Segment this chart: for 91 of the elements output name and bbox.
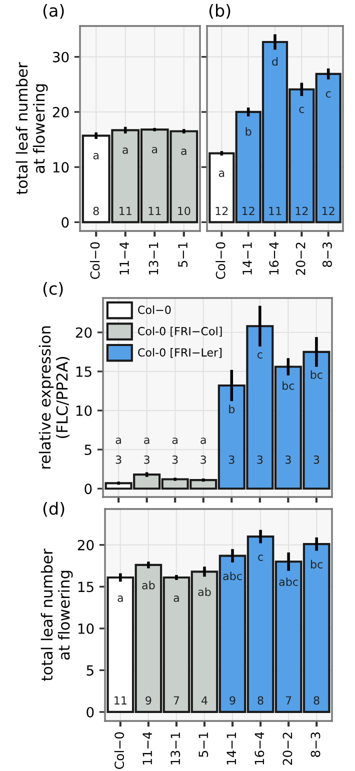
y-tick-label: 0 (84, 484, 92, 494)
annotation: 12 (216, 206, 228, 215)
x-tick-label: 11−4 (142, 732, 152, 764)
x-tick-label: Col−0 (216, 242, 226, 279)
annotation: 8 (93, 206, 99, 216)
x-tick-label: 8−3 (322, 242, 332, 267)
y-tick-label: 30 (52, 52, 69, 62)
legend-label: Col-0 [FRI−Col] (138, 326, 222, 337)
y-tick-label: 5 (84, 444, 92, 456)
annotation: a (144, 438, 150, 444)
annotation: 3 (144, 455, 150, 464)
annotation: ab (198, 587, 211, 596)
x-tick-label: 13−1 (148, 242, 158, 274)
y-tick-label: 20 (76, 327, 92, 338)
y-axis-title: total leaf number at flowering (16, 62, 48, 194)
x-tick-label: Col−0 (114, 732, 124, 769)
y-tick-label: 10 (53, 162, 69, 173)
annotation: a (172, 438, 178, 444)
annotation: 8 (258, 696, 264, 705)
x-tick-label: 14−1 (242, 242, 252, 274)
annotation: 11 (114, 696, 126, 704)
annotation: c (258, 554, 263, 561)
annotation: ab (142, 580, 155, 590)
y-tick-label: 20 (78, 540, 94, 550)
y-tick-label: 5 (86, 665, 94, 676)
x-tick-label: 20−2 (296, 242, 306, 275)
annotation: abc (223, 572, 242, 580)
annotation: 4 (201, 696, 208, 704)
annotation: 12 (242, 206, 254, 215)
annotation: 3 (172, 455, 178, 464)
annotation: c (299, 106, 304, 114)
y-tick-label: 20 (52, 106, 69, 118)
legend-label: Col−0 (138, 305, 171, 314)
annotation: 11 (120, 206, 132, 215)
annotation: a (200, 438, 206, 444)
annotation: c (326, 91, 331, 98)
annotation: 11 (269, 206, 282, 215)
annotation: a (218, 170, 224, 178)
annotation: abc (279, 577, 298, 586)
annotation: b (246, 127, 252, 136)
x-tick-label: 16−4 (269, 242, 279, 274)
x-tick-label: 8−3 (310, 732, 320, 757)
annotation: 10 (178, 206, 190, 216)
annotation: a (122, 147, 128, 154)
x-tick-label: 14−1 (226, 732, 236, 764)
annotation: bc (311, 560, 322, 569)
annotation: 7 (286, 696, 292, 704)
annotation: 3 (200, 455, 206, 464)
x-tick-label: 11−4 (120, 242, 129, 274)
x-tick-label: 5−1 (178, 242, 188, 267)
y-tick-label: 0 (62, 217, 69, 228)
chart-title: (d) (43, 502, 64, 517)
annotation: d (272, 57, 278, 66)
annotation: bc (282, 381, 294, 390)
annotation: 3 (257, 455, 263, 464)
annotation: 3 (116, 455, 122, 464)
annotation: a (152, 146, 158, 154)
x-tick-label: Col−0 (90, 242, 100, 279)
legend-label: Col-0 [FRI−Ler] (138, 348, 222, 358)
annotation: a (174, 596, 179, 602)
annotation: a (118, 596, 123, 602)
annotation: c (257, 352, 262, 359)
annotation: 3 (228, 455, 234, 464)
annotation: 7 (174, 696, 180, 704)
annotation: 11 (148, 206, 161, 215)
chart-title: (c) (43, 282, 63, 297)
chart-title: (a) (43, 4, 64, 19)
y-tick-label: 10 (76, 405, 92, 416)
annotation: a (116, 438, 121, 444)
annotation: bc (310, 370, 322, 379)
x-tick-label: 5−1 (198, 732, 208, 757)
y-axis-title: total leaf number at flowering (40, 548, 73, 681)
y-tick-label: 15 (78, 582, 94, 592)
annotation: 8 (314, 696, 320, 705)
annotation: 12 (296, 206, 308, 215)
annotation: a (93, 153, 98, 160)
x-tick-label: 16−4 (254, 732, 264, 764)
x-tick-label: 20−2 (282, 732, 292, 765)
annotation: 12 (322, 206, 334, 215)
y-tick-label: 10 (78, 623, 94, 634)
y-axis-title: relative expression (FLC/PP2A) (38, 326, 70, 469)
x-tick-label: 13−1 (170, 732, 180, 764)
chart-title: (b) (209, 4, 230, 19)
annotation: b (229, 404, 235, 414)
annotation: 9 (230, 696, 236, 705)
annotation: 3 (314, 455, 320, 464)
y-tick-label: 0 (86, 706, 94, 718)
annotation: 3 (285, 455, 291, 464)
annotation: 9 (146, 696, 152, 705)
annotation: a (181, 148, 186, 155)
y-tick-label: 15 (76, 366, 92, 377)
